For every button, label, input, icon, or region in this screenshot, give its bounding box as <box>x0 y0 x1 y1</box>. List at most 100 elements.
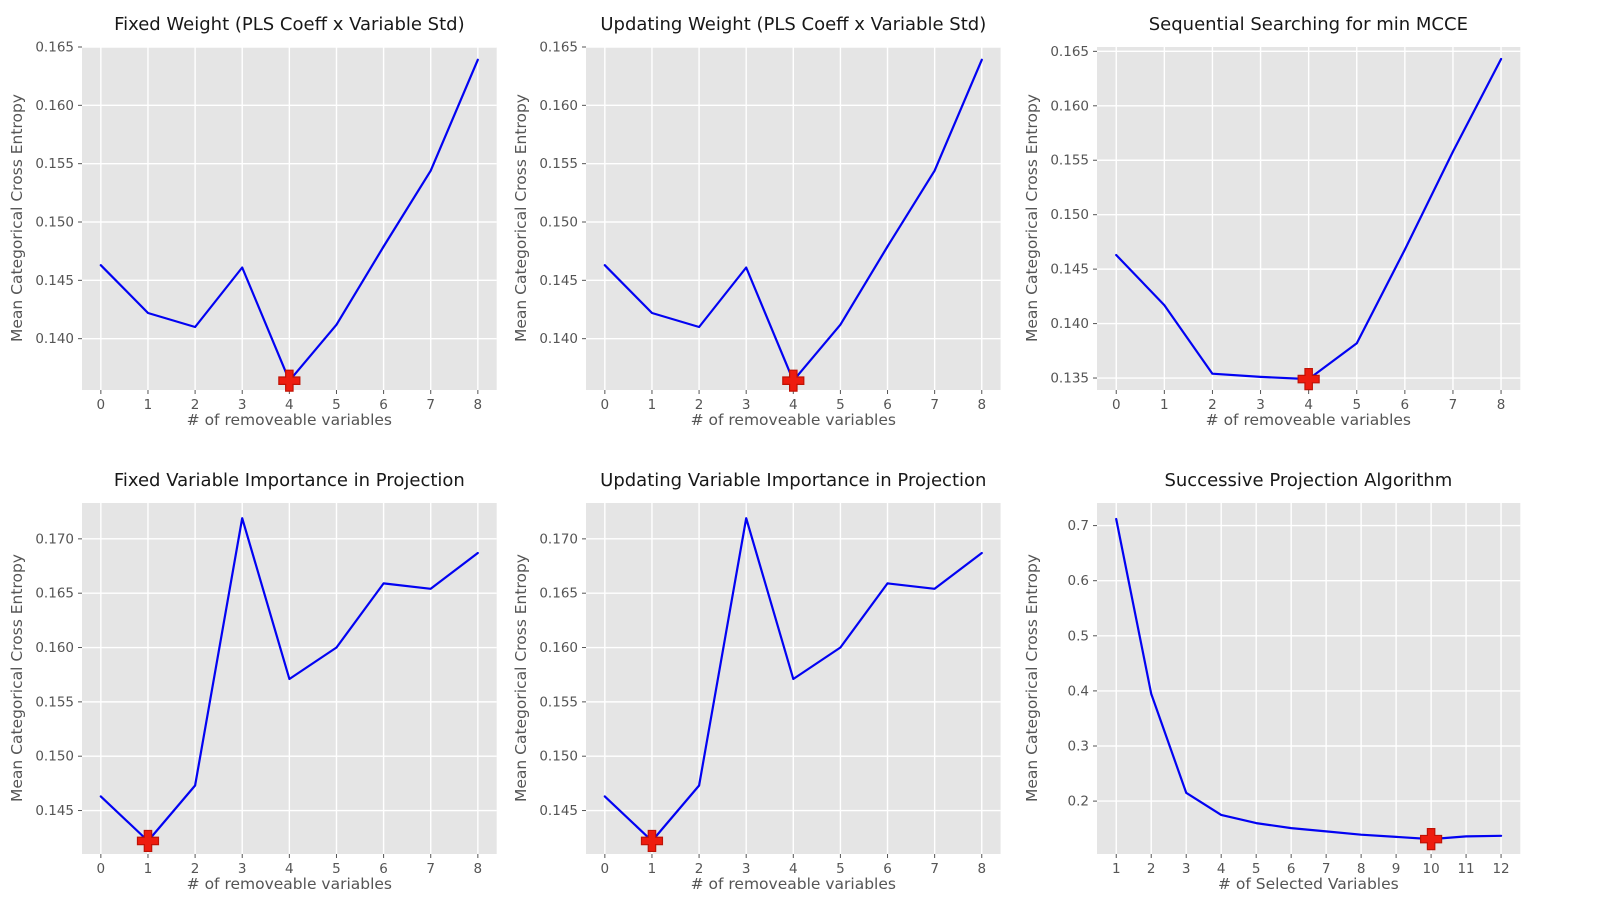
x-tick-label: 5 <box>1352 397 1361 413</box>
y-tick-label: 0.170 <box>35 531 74 547</box>
x-tick-label: 0 <box>97 861 106 877</box>
x-tick-label: 0 <box>601 861 610 877</box>
x-tick-label: 2 <box>191 397 200 413</box>
x-tick-label: 6 <box>1400 397 1409 413</box>
x-tick-label: 0 <box>601 397 610 413</box>
plot-area: 0.135 0.140 0.145 0.150 0.155 0.160 0.165 0 1 2 3 4… <box>1050 44 1520 413</box>
x-tick-label: 2 <box>695 861 704 877</box>
x-tick-label: 3 <box>1182 861 1191 877</box>
y-tick-label: 0.140 <box>1050 316 1089 332</box>
x-tick-label: 3 <box>742 397 751 413</box>
y-tick-label: 0.165 <box>539 40 578 56</box>
y-tick-label: 0.160 <box>35 640 74 656</box>
min-point-marker-icon <box>782 369 805 392</box>
min-point-marker-icon <box>640 829 664 853</box>
y-tick-label: 0.150 <box>539 749 578 765</box>
x-tick-label: 3 <box>742 861 751 877</box>
y-tick-label: 0.135 <box>1050 371 1089 387</box>
y-tick-label: 0.150 <box>35 749 74 765</box>
y-tick-label: 0.160 <box>539 98 578 114</box>
x-tick-label: 0 <box>97 397 106 413</box>
x-tick-label: 5 <box>836 397 845 413</box>
y-tick-label: 0.155 <box>1050 153 1089 169</box>
min-point-marker-icon <box>1419 828 1442 851</box>
y-tick-label: 0.140 <box>539 331 578 347</box>
x-tick-label: 2 <box>1147 861 1156 877</box>
y-tick-label: 0.160 <box>539 640 578 656</box>
y-tick-label: 0.6 <box>1067 573 1088 589</box>
data-line <box>603 517 983 843</box>
x-tick-label: 6 <box>883 397 892 413</box>
chart-title: Fixed Variable Importance in Projection <box>113 470 465 491</box>
x-tick-label: 7 <box>930 397 939 413</box>
chart-title: Fixed Weight (PLS Coeff x Variable Std) <box>114 14 465 35</box>
x-axis-label: # of removeable variables <box>690 875 896 893</box>
x-tick-label: 5 <box>836 861 845 877</box>
x-axis-label: # of Selected Variables <box>1217 875 1399 893</box>
plot-area: 0.140 0.145 0.150 0.155 0.160 0.165 0 1 2 3 4 5 6 7 8 <box>35 40 497 413</box>
y-tick-label: 0.145 <box>1050 262 1089 278</box>
chart-title: Updating Weight (PLS Coeff x Variable St… <box>600 14 987 35</box>
min-point-marker-icon <box>278 369 301 392</box>
x-tick-label: 6 <box>883 861 892 877</box>
x-tick-label: 5 <box>1252 861 1261 877</box>
x-tick-label: 6 <box>379 397 388 413</box>
x-tick-label: 10 <box>1422 861 1439 877</box>
x-tick-label: 4 <box>285 861 294 877</box>
y-tick-label: 0.145 <box>35 273 74 289</box>
chart-title: Updating Variable Importance in Projecti… <box>600 470 987 491</box>
x-tick-label: 8 <box>1496 397 1505 413</box>
x-tick-label: 1 <box>1160 397 1169 413</box>
x-axis-label: # of removeable variables <box>1205 411 1412 429</box>
x-tick-label: 8 <box>474 397 483 413</box>
x-tick-label: 3 <box>238 861 247 877</box>
y-tick-label: 0.5 <box>1067 628 1088 644</box>
y-tick-label: 0.150 <box>35 215 74 231</box>
x-tick-label: 1 <box>1112 861 1121 877</box>
x-tick-label: 3 <box>238 397 247 413</box>
y-tick-label: 0.155 <box>539 156 578 172</box>
x-tick-label: 8 <box>977 397 986 413</box>
x-tick-label: 8 <box>977 861 986 877</box>
x-tick-label: 2 <box>191 861 200 877</box>
y-tick-label: 0.4 <box>1067 683 1088 699</box>
y-tick-label: 0.165 <box>539 586 578 602</box>
y-tick-label: 0.155 <box>35 694 74 710</box>
x-tick-label: 7 <box>1322 861 1331 877</box>
y-tick-label: 0.170 <box>539 531 578 547</box>
y-tick-label: 0.150 <box>539 215 578 231</box>
x-tick-label: 4 <box>789 861 798 877</box>
plot-area: 0.20.30.40.50.60.71 2 3 4 5 6 7 8 9 10 11 12 <box>1067 503 1520 877</box>
x-axis-label: # of removeable variables <box>186 875 393 893</box>
x-tick-label: 7 <box>1448 397 1457 413</box>
y-tick-label: 0.145 <box>539 803 578 819</box>
y-tick-label: 0.3 <box>1067 739 1088 755</box>
x-tick-label: 7 <box>426 397 435 413</box>
x-tick-label: 4 <box>1304 397 1313 413</box>
chart-title: Sequential Searching for min MCCE <box>1148 14 1468 35</box>
x-tick-label: 2 <box>695 397 704 413</box>
x-tick-label: 1 <box>648 861 657 877</box>
x-tick-label: 1 <box>144 397 153 413</box>
plot-area: 0.145 0.150 0.155 0.160 0.165 0.170 0 1 2 3 4 5 6 7 8 <box>539 503 1001 877</box>
x-axis-label: # of removeable variables <box>186 411 393 429</box>
x-tick-label: 11 <box>1457 861 1474 877</box>
x-tick-label: 8 <box>474 861 483 877</box>
x-tick-label: 8 <box>1357 861 1366 877</box>
plot-area: 0.145 0.150 0.155 0.160 0.165 0.170 0 1 2 3 4 5 6 7 8 <box>35 503 497 877</box>
x-tick-label: 1 <box>144 861 153 877</box>
x-tick-label: 4 <box>285 397 294 413</box>
x-tick-label: 6 <box>1287 861 1296 877</box>
plot-area: 0.140 0.145 0.150 0.155 0.160 0.165 0 1 2 3 4 5 6 7 8 <box>539 40 1001 413</box>
x-tick-label: 4 <box>1217 861 1226 877</box>
x-tick-label: 1 <box>648 397 657 413</box>
y-tick-label: 0.165 <box>35 586 74 602</box>
y-tick-label: 0.145 <box>35 803 74 819</box>
plot-background <box>1096 503 1520 854</box>
min-point-marker-icon <box>136 829 160 853</box>
x-tick-label: 9 <box>1391 861 1400 877</box>
y-tick-label: 0.145 <box>539 273 578 289</box>
y-tick-label: 0.160 <box>1050 98 1089 114</box>
y-tick-label: 0.7 <box>1067 518 1088 534</box>
